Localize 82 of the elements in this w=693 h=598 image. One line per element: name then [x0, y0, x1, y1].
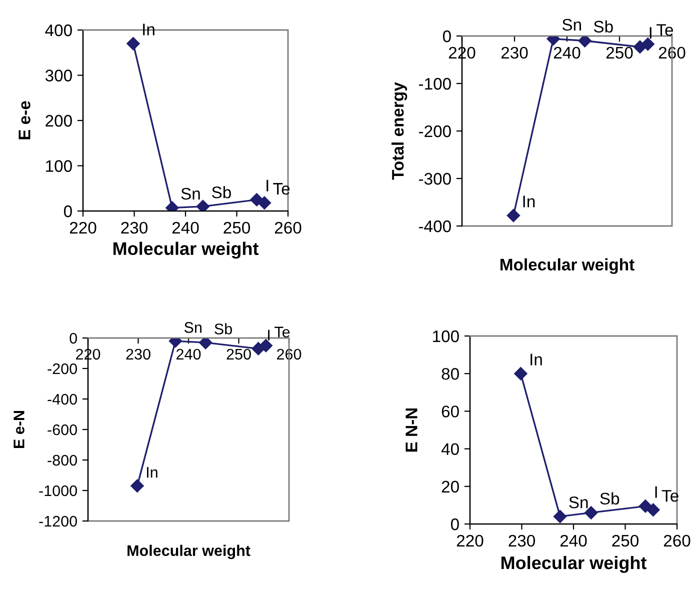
- y-tick-label: -800: [48, 454, 77, 466]
- annotation: Te: [274, 326, 290, 338]
- point: [259, 339, 272, 352]
- annotation: In: [146, 467, 158, 478]
- point: [130, 479, 144, 493]
- annotation: I: [655, 486, 657, 498]
- y-tick-label: 0: [70, 332, 77, 344]
- annotation: I: [268, 330, 270, 340]
- y-tick-label: 0: [450, 518, 459, 530]
- y-tick-label: -1000: [39, 485, 77, 496]
- x-tick-label: 260: [277, 348, 302, 360]
- annotation: Sb: [214, 323, 232, 334]
- y-tick-label: 40: [441, 443, 459, 456]
- y-axis-title: E N-N: [406, 408, 418, 452]
- x-tick-label: 240: [176, 348, 201, 360]
- annotation: I: [266, 180, 268, 192]
- x-tick-label: 230: [121, 222, 148, 234]
- y-axis-title: Total energy: [392, 82, 408, 180]
- y-tick-label: -1200: [39, 516, 77, 527]
- x-tick-label: 230: [126, 348, 150, 360]
- annotation: In: [143, 24, 154, 36]
- x-tick-label: 240: [554, 46, 580, 59]
- x-tick-label: 240: [172, 222, 199, 234]
- x-tick-label: 220: [456, 534, 484, 547]
- y-tick-label: 60: [442, 406, 459, 418]
- annotation: Sb: [594, 20, 613, 33]
- x-tick-label: 230: [508, 534, 536, 547]
- y-tick-label: 400: [45, 24, 72, 36]
- x-tick-label: 250: [224, 222, 250, 234]
- y-tick-label: -400: [418, 220, 451, 232]
- annotation: Sb: [600, 492, 620, 505]
- x-axis-title: Molecular weight: [128, 544, 250, 560]
- annotation: Sb: [212, 186, 231, 198]
- y-tick-label: 80: [442, 368, 459, 380]
- x-tick-label: 220: [70, 222, 96, 234]
- point: [258, 196, 272, 210]
- x-tick-label: 230: [501, 46, 528, 59]
- annotation: Te: [656, 24, 674, 36]
- point: [196, 200, 210, 211]
- point: [514, 367, 528, 380]
- y-tick-label: 0: [64, 205, 72, 218]
- annotation: Sn: [562, 18, 581, 31]
- x-tick-label: 250: [606, 46, 633, 59]
- point: [553, 510, 567, 524]
- y-tick-label: 300: [45, 70, 72, 82]
- y-axis-title: E e-e: [18, 101, 30, 140]
- x-tick-label: 260: [658, 46, 686, 59]
- annotation: Sn: [184, 322, 202, 333]
- x-tick-label: 250: [226, 348, 251, 360]
- y-tick-label: -100: [418, 78, 451, 90]
- x-axis-title: Molecular weight: [113, 242, 259, 259]
- annotation: I: [650, 27, 652, 39]
- point: [578, 36, 592, 48]
- y-tick-label: 100: [433, 330, 459, 342]
- y-tick-label: -400: [48, 394, 77, 405]
- point: [641, 37, 654, 51]
- point: [126, 36, 140, 50]
- y-tick-label: 100: [46, 160, 72, 172]
- x-tick-label: 260: [274, 222, 302, 234]
- y-tick-label: 0: [442, 30, 451, 42]
- x-axis-title: Molecular weight: [500, 258, 634, 274]
- y-tick-label: 20: [442, 480, 459, 493]
- annotation: Sn: [569, 496, 588, 508]
- y-axis-title: E e-N: [14, 411, 24, 448]
- y-tick-label: -200: [418, 125, 451, 138]
- y-tick-label: -300: [418, 172, 451, 185]
- x-tick-label: 260: [664, 534, 690, 547]
- annotation: In: [523, 196, 535, 208]
- x-tick-label: 240: [560, 534, 587, 547]
- point: [198, 338, 212, 350]
- point: [506, 208, 520, 222]
- x-axis-title: Molecular weight: [501, 556, 647, 573]
- point: [646, 503, 660, 516]
- y-tick-label: -200: [48, 363, 77, 374]
- y-tick-label: -600: [48, 424, 77, 436]
- x-tick-label: 250: [612, 534, 639, 547]
- annotation: Sn: [181, 188, 200, 200]
- annotation: Te: [273, 183, 290, 195]
- point: [638, 500, 652, 513]
- annotation: In: [530, 354, 542, 366]
- annotation: Te: [662, 490, 678, 502]
- y-tick-label: 200: [46, 114, 72, 127]
